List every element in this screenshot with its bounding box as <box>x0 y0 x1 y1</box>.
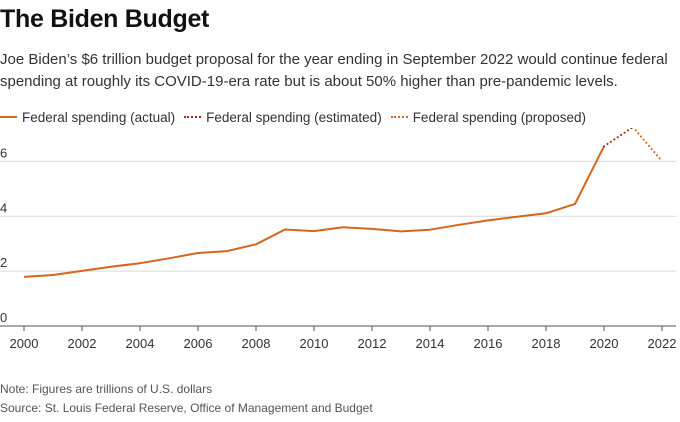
x-tick-label-2014: 2014 <box>416 336 445 351</box>
y-tick-label-4: 4 <box>0 200 7 215</box>
legend-label-estimated: Federal spending (estimated) <box>206 109 382 125</box>
chart-title: The Biden Budget <box>0 5 210 33</box>
legend-swatch-proposed <box>390 116 408 118</box>
legend-item-estimated: Federal spending (estimated) <box>184 110 382 125</box>
legend-label-actual: Federal spending (actual) <box>22 109 176 125</box>
y-tick-label-0: 0 <box>0 310 7 325</box>
x-tick-label-2016: 2016 <box>474 336 503 351</box>
line-chart: 0 2 4 6 2000 2002 2004 2006 2008 2010 2012 2014 201… <box>0 128 677 351</box>
y-tick-label-2: 2 <box>0 255 7 270</box>
series-line-actual <box>23 145 605 278</box>
x-axis-ticks: 2000 2002 2004 2006 2008 2010 2012 2014 2016 2018… <box>10 326 677 351</box>
x-tick-label-2008: 2008 <box>242 336 271 351</box>
chart-legend: Federal spending (actual) Federal spendi… <box>0 108 595 126</box>
gridlines <box>0 160 676 327</box>
legend-swatch-actual <box>0 116 17 118</box>
x-tick-label-2004: 2004 <box>126 336 155 351</box>
x-tick-label-2002: 2002 <box>68 336 97 351</box>
chart-note: Note: Figures are trillions of U.S. doll… <box>0 382 213 396</box>
x-tick-label-2022: 2022 <box>648 336 677 351</box>
x-tick-label-2018: 2018 <box>532 336 561 351</box>
data-series <box>23 128 663 278</box>
y-axis-ticks: 0 2 4 6 <box>0 145 7 325</box>
x-tick-label-2010: 2010 <box>300 336 329 351</box>
chart-subtitle: Joe Biden’s $6 trillion budget proposal … <box>0 51 668 90</box>
legend-item-actual: Federal spending (actual) <box>0 110 175 125</box>
x-tick-label-2012: 2012 <box>358 336 387 351</box>
chart-source: Source: St. Louis Federal Reserve, Offic… <box>0 401 373 415</box>
x-tick-label-2000: 2000 <box>10 336 39 351</box>
legend-label-proposed: Federal spending (proposed) <box>412 109 587 125</box>
legend-item-proposed: Federal spending (proposed) <box>390 109 587 125</box>
series-line-estimated <box>603 128 634 148</box>
y-tick-label-6: 6 <box>0 145 7 160</box>
x-tick-label-2020: 2020 <box>590 336 619 351</box>
series-line-proposed <box>632 128 663 163</box>
x-tick-label-2006: 2006 <box>184 336 213 351</box>
legend-swatch-estimated <box>184 116 202 118</box>
